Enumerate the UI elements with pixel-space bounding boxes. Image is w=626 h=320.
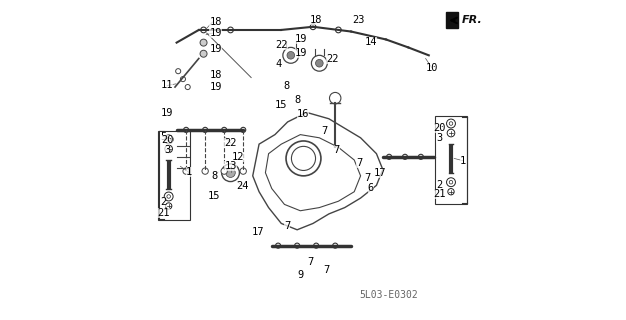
Text: 5: 5 — [160, 132, 167, 142]
Circle shape — [314, 243, 319, 248]
Text: 7: 7 — [284, 221, 290, 231]
Text: 17: 17 — [251, 227, 264, 237]
Circle shape — [183, 168, 189, 174]
Text: 21: 21 — [433, 189, 446, 199]
Bar — [435, 116, 467, 204]
Text: 19: 19 — [295, 48, 307, 58]
Circle shape — [316, 60, 323, 67]
Circle shape — [332, 243, 338, 248]
Circle shape — [201, 27, 207, 33]
Text: 8: 8 — [212, 172, 218, 181]
Circle shape — [200, 39, 207, 46]
Circle shape — [240, 168, 247, 174]
Text: 19: 19 — [209, 44, 222, 54]
Circle shape — [222, 127, 227, 132]
Text: 1: 1 — [459, 156, 466, 166]
Circle shape — [203, 127, 208, 132]
Text: 19: 19 — [209, 28, 222, 38]
Circle shape — [176, 69, 181, 74]
Text: 11: 11 — [161, 80, 173, 91]
Text: 22: 22 — [224, 138, 237, 148]
Text: 7: 7 — [307, 257, 314, 267]
Text: 18: 18 — [209, 70, 222, 80]
Polygon shape — [446, 12, 458, 28]
Text: 14: 14 — [364, 37, 377, 47]
Text: 19: 19 — [161, 108, 173, 118]
Circle shape — [226, 168, 235, 178]
Circle shape — [403, 154, 408, 159]
Circle shape — [228, 27, 233, 33]
Text: 17: 17 — [373, 168, 386, 178]
Text: 20: 20 — [161, 135, 173, 145]
Text: 19: 19 — [209, 82, 222, 92]
Circle shape — [310, 24, 316, 30]
Circle shape — [287, 52, 295, 59]
Circle shape — [221, 168, 227, 174]
Text: 18: 18 — [209, 17, 222, 27]
Text: 2: 2 — [436, 180, 443, 190]
Text: 22: 22 — [275, 40, 287, 50]
Bar — [158, 132, 190, 220]
Circle shape — [180, 76, 185, 82]
Text: 2: 2 — [160, 197, 167, 207]
Text: 10: 10 — [426, 63, 438, 73]
Text: 8: 8 — [283, 81, 289, 92]
Circle shape — [275, 243, 280, 248]
Circle shape — [183, 127, 188, 132]
Text: 22: 22 — [326, 54, 338, 64]
Text: 15: 15 — [275, 100, 287, 110]
Circle shape — [185, 84, 190, 90]
Circle shape — [200, 50, 207, 57]
Text: FR.: FR. — [461, 15, 482, 25]
Text: 1: 1 — [185, 167, 192, 177]
Text: 20: 20 — [433, 123, 446, 133]
Text: 24: 24 — [237, 181, 249, 191]
Text: 21: 21 — [157, 208, 170, 218]
Text: 13: 13 — [224, 161, 237, 171]
Text: 19: 19 — [295, 34, 307, 44]
Circle shape — [240, 127, 246, 132]
Circle shape — [387, 154, 392, 159]
Text: 12: 12 — [231, 152, 244, 163]
Text: 7: 7 — [323, 265, 329, 276]
Text: 4: 4 — [275, 59, 281, 69]
Text: 7: 7 — [321, 126, 327, 136]
Circle shape — [336, 27, 341, 33]
Circle shape — [295, 243, 300, 248]
Text: 7: 7 — [334, 145, 340, 155]
Circle shape — [418, 154, 423, 159]
Text: 3: 3 — [164, 146, 170, 156]
Text: 6: 6 — [367, 183, 374, 193]
Circle shape — [202, 168, 208, 174]
Text: 8: 8 — [294, 95, 300, 105]
Text: 3: 3 — [436, 133, 443, 143]
Text: 7: 7 — [365, 173, 371, 183]
Text: 7: 7 — [356, 157, 362, 168]
Text: 18: 18 — [310, 15, 322, 25]
Text: 9: 9 — [298, 270, 304, 280]
Text: 15: 15 — [208, 191, 220, 202]
Text: 23: 23 — [352, 15, 365, 25]
Text: 5L03-E0302: 5L03-E0302 — [360, 290, 419, 300]
Text: 16: 16 — [297, 109, 309, 119]
